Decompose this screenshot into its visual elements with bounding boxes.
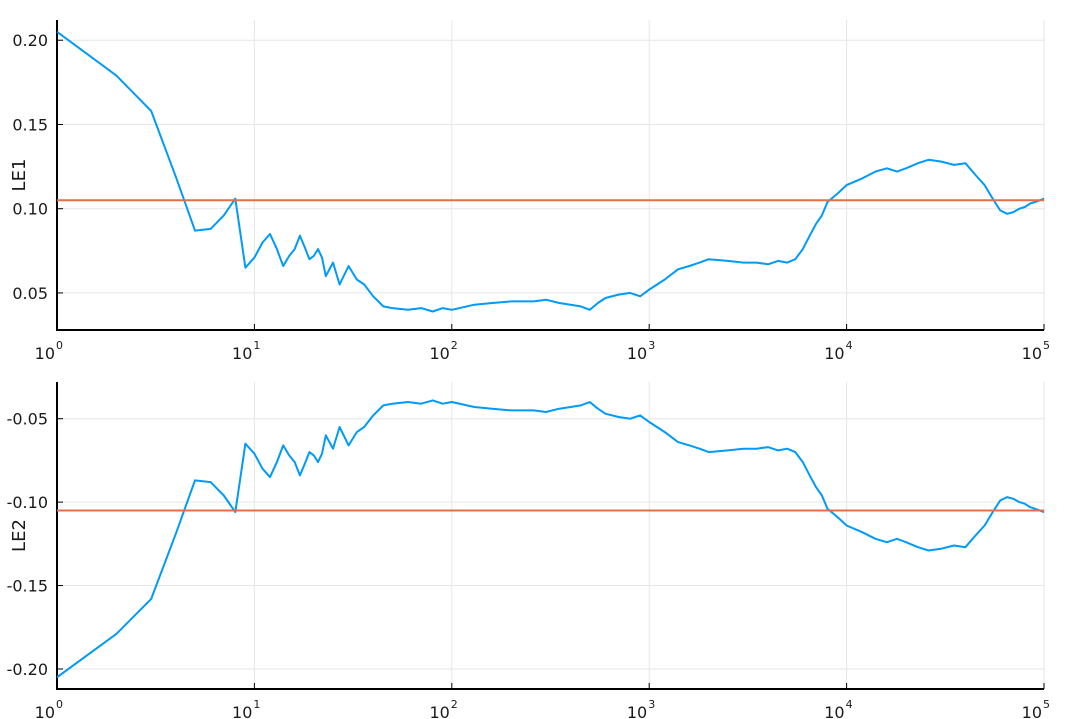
x-tick-label-2-1: 10 1 [232, 698, 260, 719]
x-tick-base-2-0: 10 [35, 703, 55, 719]
y-tick-label-1-1: 0.10 [12, 200, 48, 219]
y-tick-label-2-3: -0.20 [7, 660, 48, 679]
x-tick-base-2-2: 10 [429, 703, 449, 719]
x-tick-exponent-2-2: 2 [451, 698, 458, 711]
x-tick-label-1-3: 10 3 [627, 339, 655, 363]
y-tick-label-2-2: -0.15 [7, 577, 48, 596]
y-tick-label-1-3: 0.20 [12, 31, 48, 50]
x-tick-label-2-5: 10 5 [1022, 698, 1050, 719]
x-tick-exponent-1-2: 2 [451, 339, 458, 352]
x-tick-exponent-1-0: 0 [56, 339, 63, 352]
x-tick-base-1-1: 10 [232, 344, 252, 363]
y-tick-label-1-0: 0.05 [12, 284, 48, 303]
x-tick-base-1-4: 10 [824, 344, 844, 363]
x-tick-label-2-4: 10 4 [824, 698, 852, 719]
x-tick-label-1-4: 10 4 [824, 339, 852, 363]
x-tick-exponent-2-0: 0 [56, 698, 63, 711]
x-tick-base-2-1: 10 [232, 703, 252, 719]
x-tick-label-1-0: 10 0 [35, 339, 63, 363]
x-tick-base-2-5: 10 [1022, 703, 1042, 719]
x-tick-label-1-5: 10 5 [1022, 339, 1050, 363]
x-tick-label-1-1: 10 1 [232, 339, 260, 363]
series-line-1-0 [57, 30, 1045, 313]
y-axis-title-2: LE2 [9, 519, 30, 552]
x-tick-base-1-5: 10 [1022, 344, 1042, 363]
x-tick-exponent-1-3: 3 [648, 339, 655, 352]
x-tick-label-1-2: 10 2 [429, 339, 457, 363]
x-tick-exponent-2-4: 4 [846, 698, 853, 711]
series-line-2-0 [57, 399, 1045, 679]
y-tick-label-1-2: 0.15 [12, 115, 48, 134]
x-tick-label-2-3: 10 3 [627, 698, 655, 719]
x-tick-label-2-0: 10 0 [35, 698, 63, 719]
x-tick-base-2-4: 10 [824, 703, 844, 719]
x-tick-exponent-1-4: 4 [846, 339, 853, 352]
x-tick-base-1-0: 10 [35, 344, 55, 363]
x-tick-base-2-3: 10 [627, 703, 647, 719]
x-tick-exponent-1-1: 1 [253, 339, 260, 352]
x-tick-exponent-2-3: 3 [648, 698, 655, 711]
x-tick-exponent-2-5: 5 [1043, 698, 1050, 711]
x-tick-base-1-3: 10 [627, 344, 647, 363]
x-tick-exponent-1-5: 5 [1043, 339, 1050, 352]
x-tick-exponent-2-1: 1 [253, 698, 260, 711]
y-tick-label-2-0: -0.05 [7, 410, 48, 429]
x-tick-base-1-2: 10 [429, 344, 449, 363]
y-tick-label-2-1: -0.10 [7, 493, 48, 512]
y-axis-title-1: LE1 [9, 159, 30, 192]
x-tick-label-2-2: 10 2 [429, 698, 457, 719]
